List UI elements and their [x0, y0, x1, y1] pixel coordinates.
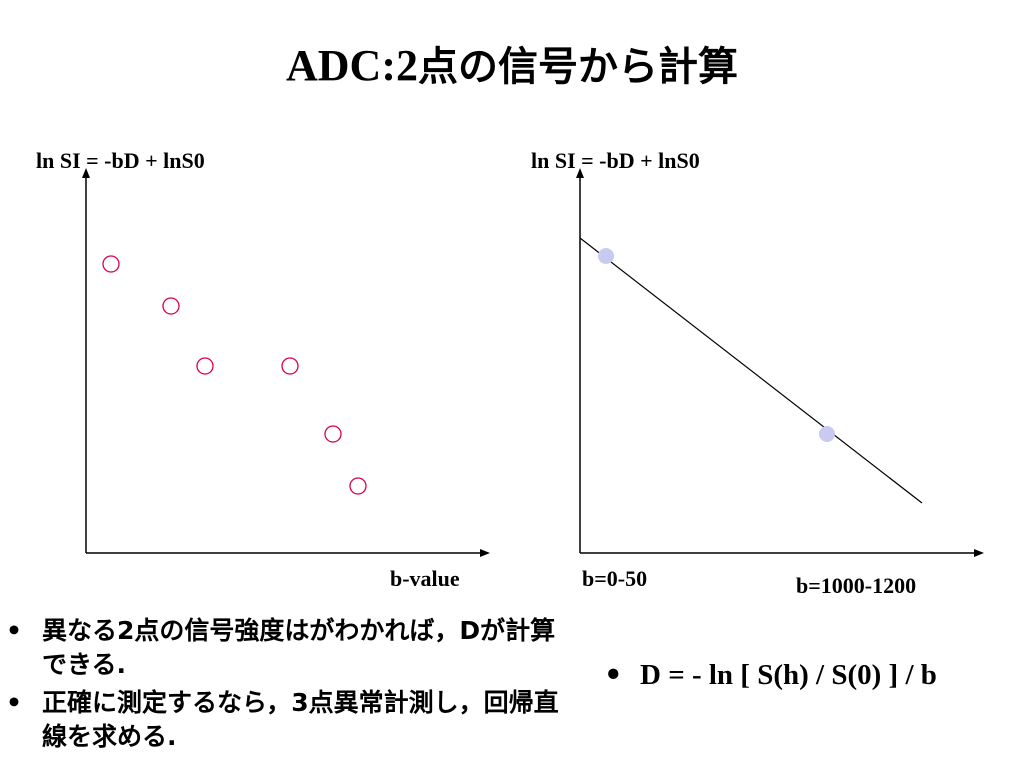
right-x-label-low-b: b=0-50	[582, 566, 648, 591]
slide-title-japanese: 点の信号から計算	[417, 44, 738, 90]
slide-title: ADC:2点の信号から計算	[0, 38, 1024, 95]
left-y-axis-label: ln SI = -bD + lnS0	[36, 148, 205, 173]
left-marker	[102, 255, 120, 273]
right-plot	[576, 168, 984, 557]
right-point	[598, 248, 614, 264]
left-plot	[82, 168, 490, 557]
right-bullet-list: D = - ln [ S(h) / S(0) ] / b	[598, 658, 1018, 696]
right-y-axis-label: ln SI = -bD + lnS0	[531, 148, 700, 173]
left-marker	[281, 357, 299, 375]
right-x-label-high-b: b=1000-1200	[796, 573, 917, 598]
left-markers	[102, 255, 367, 495]
left-marker	[324, 425, 342, 443]
right-points	[598, 248, 835, 442]
right-x-axis-arrowhead	[974, 549, 984, 557]
regression-line	[579, 237, 923, 504]
right-y-axis-arrowhead	[576, 168, 584, 178]
left-x-axis-arrowhead	[480, 549, 490, 557]
slide-title-latin: ADC:2	[286, 41, 418, 90]
left-x-axis-label: b-value	[390, 566, 460, 591]
bullet-item-two-points: 異なる2点の信号強度はがわかれば，Dが計算できる.	[0, 614, 560, 682]
adc-formula: D = - ln [ S(h) / S(0) ] / b	[598, 658, 1018, 692]
left-marker	[349, 477, 367, 495]
right-point	[819, 426, 835, 442]
left-y-axis-arrowhead	[82, 168, 90, 178]
left-marker	[162, 297, 180, 315]
left-bullet-list: 異なる2点の信号強度はがわかれば，Dが計算できる. 正確に測定するなら，3点異常…	[0, 614, 560, 758]
bullet-item-regression: 正確に測定するなら，3点異常計測し，回帰直線を求める.	[0, 686, 560, 754]
left-marker	[196, 357, 214, 375]
